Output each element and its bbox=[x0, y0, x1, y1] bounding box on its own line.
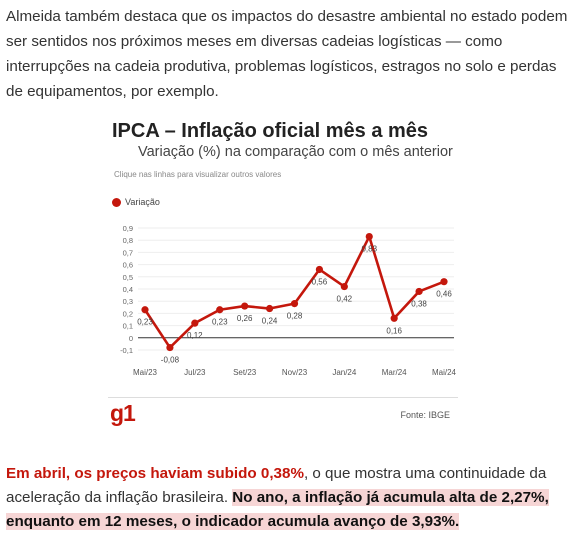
data-point bbox=[241, 302, 249, 310]
chart-legend[interactable]: Variação bbox=[112, 197, 160, 207]
data-point bbox=[365, 232, 373, 241]
data-label: 0,83 bbox=[361, 245, 377, 254]
chart-hint: Clique nas linhas para visualizar outros… bbox=[114, 170, 282, 179]
y-tick-label: 0,8 bbox=[123, 236, 133, 245]
x-tick-label: Mar/24 bbox=[382, 368, 407, 377]
chart-subtitle: Variação (%) na comparação com o mês ant… bbox=[138, 144, 453, 160]
data-label: 0,23 bbox=[212, 318, 228, 327]
data-point bbox=[290, 300, 299, 308]
data-point bbox=[415, 287, 423, 296]
data-label: 0,24 bbox=[262, 317, 278, 326]
data-label: 0,46 bbox=[436, 290, 452, 299]
data-label: -0,08 bbox=[161, 356, 180, 365]
outro-plain-text: , o que mostra uma continuidade da acele… bbox=[6, 465, 547, 506]
x-tick-label: Jan/24 bbox=[332, 368, 357, 377]
intro-paragraph: Almeida também destaca que os impactos d… bbox=[6, 8, 568, 100]
chart-footer-divider bbox=[108, 397, 458, 398]
y-tick-label: 0,1 bbox=[123, 322, 133, 331]
y-tick-label: 0,5 bbox=[123, 273, 133, 282]
data-point bbox=[340, 282, 348, 291]
x-tick-label: Mai/23 bbox=[133, 368, 158, 377]
data-label: 0,26 bbox=[237, 314, 253, 323]
data-label: 0,28 bbox=[287, 312, 303, 321]
y-tick-label: -0,1 bbox=[120, 346, 133, 355]
data-point bbox=[191, 319, 199, 327]
outro-paragraph: Em abril, os preços haviam subido 0,38%,… bbox=[6, 462, 576, 534]
data-point bbox=[216, 306, 224, 314]
chart-title: IPCA – Inflação oficial mês a mês bbox=[112, 120, 429, 142]
x-tick-label: Mai/24 bbox=[432, 368, 457, 377]
data-point bbox=[315, 265, 324, 274]
y-tick-label: 0,6 bbox=[123, 261, 133, 270]
legend-dot-icon bbox=[112, 197, 121, 207]
y-tick-label: 0,2 bbox=[123, 309, 133, 318]
y-tick-label: 0,7 bbox=[123, 248, 133, 257]
data-point bbox=[265, 304, 274, 313]
data-label: 0,16 bbox=[386, 326, 402, 335]
chart-source: Fonte: IBGE bbox=[400, 410, 450, 420]
g1-logo: g1 bbox=[110, 400, 136, 426]
data-label: 0,12 bbox=[187, 331, 203, 340]
y-tick-label: 0,3 bbox=[123, 297, 133, 306]
line-chart-plot[interactable]: -0,1 0 0,1 0,2 0,3 0,4 0,5 0,6 0,7 0,8 0,9 Mai/23 Ju… bbox=[108, 118, 458, 398]
data-point bbox=[141, 306, 149, 314]
data-label: 0,56 bbox=[312, 277, 328, 286]
data-point bbox=[166, 343, 174, 352]
data-point bbox=[440, 278, 448, 286]
x-tick-label: Jul/23 bbox=[184, 368, 206, 377]
data-label: 0,23 bbox=[137, 318, 153, 327]
x-tick-label: Nov/23 bbox=[282, 368, 308, 377]
outro-red-text: Em abril, os preços haviam subido 0,38% bbox=[6, 465, 304, 482]
data-label: 0,42 bbox=[337, 295, 353, 304]
ipca-chart-card: IPCA – Inflação oficial mês a mês Variaç… bbox=[108, 118, 458, 430]
data-point bbox=[390, 314, 398, 322]
y-tick-label: 0 bbox=[129, 334, 133, 343]
legend-label: Variação bbox=[125, 197, 160, 207]
y-tick-label: 0,4 bbox=[123, 285, 133, 294]
y-tick-label: 0,9 bbox=[123, 224, 133, 233]
x-tick-label: Set/23 bbox=[233, 368, 257, 377]
data-label: 0,38 bbox=[411, 299, 427, 308]
